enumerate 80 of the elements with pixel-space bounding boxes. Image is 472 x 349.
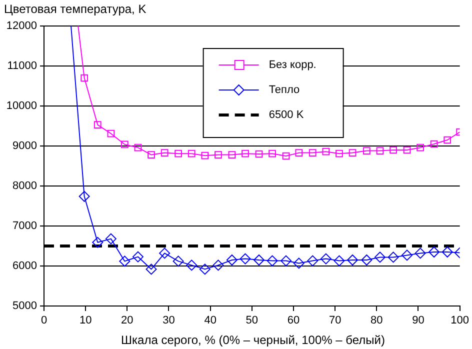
- point: [362, 147, 370, 154]
- x-tick-label: 40: [204, 314, 216, 327]
- point: [255, 150, 263, 158]
- point: [94, 121, 102, 128]
- point: [428, 246, 440, 258]
- point: [240, 253, 251, 264]
- x-axis-title: Шкала серого, % (0% – черный, 100% – белый): [120, 333, 386, 347]
- y-tick-label: 12000: [6, 20, 37, 32]
- point: [186, 260, 198, 271]
- point: [293, 258, 304, 269]
- x-tick-label: 20: [121, 314, 134, 327]
- y-tick-label: 6000: [12, 260, 37, 272]
- point: [295, 149, 303, 156]
- point: [282, 152, 290, 160]
- point: [442, 246, 453, 258]
- point: [212, 260, 224, 271]
- point: [444, 136, 452, 144]
- point: [308, 149, 316, 156]
- point: [80, 74, 88, 82]
- y-tick-label: 11000: [7, 60, 37, 72]
- point: [172, 256, 184, 267]
- point: [228, 151, 236, 158]
- point: [322, 148, 330, 156]
- point: [119, 256, 130, 267]
- x-tick-label: 30: [162, 314, 175, 327]
- point: [160, 149, 168, 156]
- point: [280, 255, 292, 266]
- y-tick-label: 9000: [12, 140, 37, 152]
- point: [120, 140, 128, 148]
- x-tick-label: 80: [370, 314, 383, 327]
- point: [78, 190, 90, 202]
- point: [416, 144, 424, 152]
- point: [134, 144, 142, 152]
- point: [146, 264, 157, 275]
- point: [388, 252, 399, 263]
- legend-label: 6500 K: [268, 109, 304, 122]
- point: [132, 251, 144, 262]
- point: [188, 150, 196, 158]
- point: [253, 254, 264, 266]
- legend-label: Тепло: [268, 84, 300, 96]
- point: [374, 252, 386, 263]
- point: [268, 150, 276, 158]
- point: [403, 146, 411, 154]
- point: [214, 151, 222, 158]
- point: [266, 255, 278, 266]
- y-tick-label: 8000: [12, 180, 37, 192]
- point: [201, 152, 209, 160]
- point: [92, 236, 104, 248]
- x-tick-label: 90: [412, 314, 424, 327]
- y-tick-label: 7000: [12, 220, 37, 232]
- point: [199, 264, 210, 275]
- point: [414, 248, 426, 259]
- y-tick-label: 10000: [6, 100, 37, 112]
- y-tick-label: 5000: [12, 300, 37, 312]
- point: [148, 151, 155, 158]
- x-tick-label: 70: [328, 314, 342, 327]
- x-tick-label: 50: [246, 314, 258, 327]
- x-tick-label: 0: [40, 314, 48, 327]
- point: [361, 254, 372, 266]
- point: [159, 248, 170, 259]
- point: [242, 150, 249, 158]
- point: [174, 150, 182, 158]
- y-axis-title: Цветовая температура, K: [4, 2, 146, 16]
- point: [107, 130, 115, 138]
- point: [390, 146, 397, 154]
- point: [226, 254, 238, 266]
- x-tick-label: 10: [79, 314, 92, 327]
- point: [105, 233, 116, 244]
- point: [336, 150, 343, 158]
- point: [334, 255, 345, 266]
- x-tick-label: 100: [450, 314, 470, 327]
- point: [348, 149, 356, 156]
- legend-label: Без корр.: [268, 59, 316, 72]
- point: [320, 253, 332, 264]
- point: [430, 140, 438, 148]
- point: [307, 255, 318, 266]
- x-tick-label: 60: [287, 314, 300, 327]
- point: [402, 250, 413, 261]
- point: [347, 254, 358, 266]
- point: [376, 147, 384, 154]
